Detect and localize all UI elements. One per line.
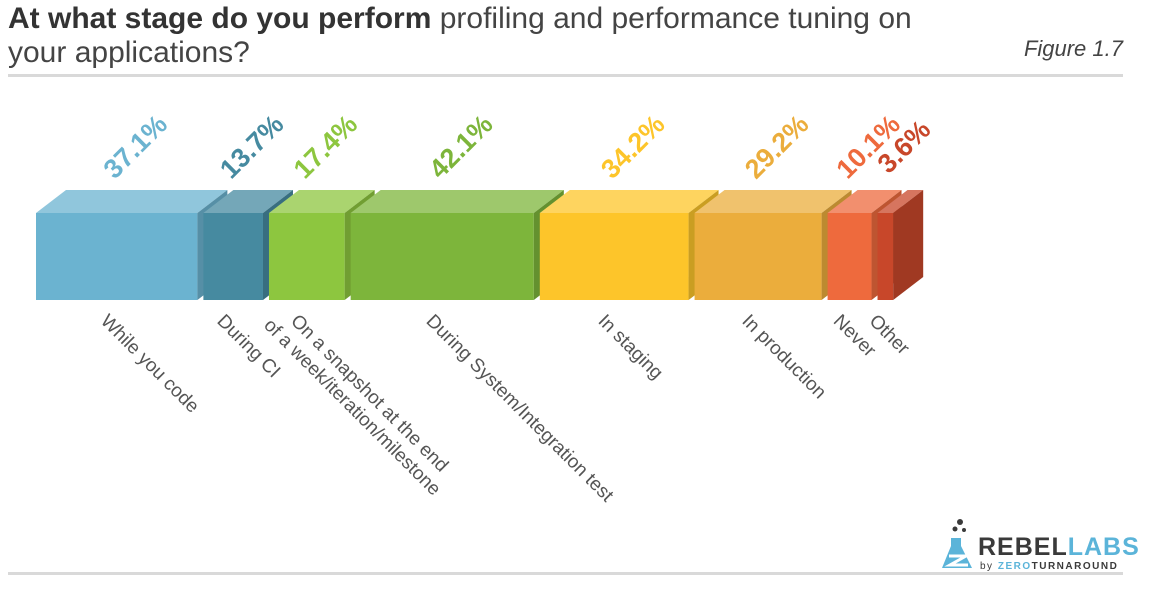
category-label-line: of a week/iteration/milestone — [259, 315, 444, 500]
bar-top-8 — [877, 190, 924, 213]
value-label-6: 29.2% — [739, 109, 814, 184]
category-label-line: On a snapshot at the end — [286, 311, 452, 477]
logo-wordmark: REBELLABS — [978, 534, 1140, 560]
bar-top-5 — [539, 190, 719, 213]
category-label-line: During System/Integration test — [422, 311, 618, 507]
bar-front-8 — [877, 213, 894, 300]
bar-front-3 — [268, 213, 345, 300]
value-label-5: 34.2% — [595, 109, 670, 184]
bar-top-2 — [203, 190, 293, 213]
bar-front-2 — [203, 213, 263, 300]
category-label-1: While you code — [96, 311, 203, 418]
bar-5 — [539, 190, 719, 300]
bar-front-5 — [539, 213, 689, 300]
bar-top-3 — [268, 190, 375, 213]
category-label-line: In staging — [594, 311, 667, 384]
flask-icon — [942, 519, 972, 568]
category-labels-group: While you code During CI On a snapshot at … — [96, 311, 914, 507]
top-divider — [8, 74, 1123, 77]
category-label-line: In production — [738, 311, 831, 404]
category-label-line: While you code — [96, 311, 203, 418]
bar-top-7 — [827, 190, 902, 213]
logo-turnaround: TURNAROUND — [1031, 561, 1119, 572]
value-label-1: 37.1% — [98, 109, 173, 184]
category-label-4: During System/Integration test — [422, 311, 618, 507]
bar-front-7 — [827, 213, 872, 300]
bar-top-4 — [350, 190, 564, 213]
logo-labs: LABS — [1067, 533, 1140, 561]
bar-side-8 — [893, 190, 924, 300]
category-label-6: In production — [738, 311, 831, 404]
value-label-2: 13.7% — [214, 109, 289, 184]
logo-by: by — [980, 561, 998, 572]
bar-8 — [877, 190, 924, 300]
value-labels-group: 37.1% 13.7%17.4% 42.1% 34.2% 29.2% 10.1%3.6% — [98, 109, 937, 184]
category-label-5: In staging — [594, 311, 667, 384]
bars-group — [36, 190, 924, 300]
bar-front-6 — [694, 213, 822, 300]
bar-top-6 — [694, 190, 852, 213]
bottom-divider — [8, 572, 1123, 575]
value-label-3: 17.4% — [288, 109, 363, 184]
value-label-4: 42.1% — [423, 109, 498, 184]
rebellabs-logo: REBELLABS by ZEROTURNAROUND — [938, 516, 1139, 574]
chart-title: At what stage do you perform profiling a… — [8, 2, 968, 70]
bar-front-4 — [350, 213, 534, 300]
logo-rebel: REBEL — [978, 533, 1068, 561]
bar-1 — [36, 190, 228, 300]
bar-front-1 — [36, 213, 198, 300]
title-rest: profiling and performance tuning on your… — [8, 2, 912, 69]
title-bold: At what stage do you perform — [8, 2, 432, 35]
logo-zero: ZERO — [997, 561, 1032, 572]
figure-label: Figure 1.7 — [1023, 36, 1123, 61]
bar-4 — [350, 190, 564, 300]
logo-tagline: by ZEROTURNAROUND — [980, 561, 1118, 572]
bar-top-1 — [36, 190, 228, 213]
